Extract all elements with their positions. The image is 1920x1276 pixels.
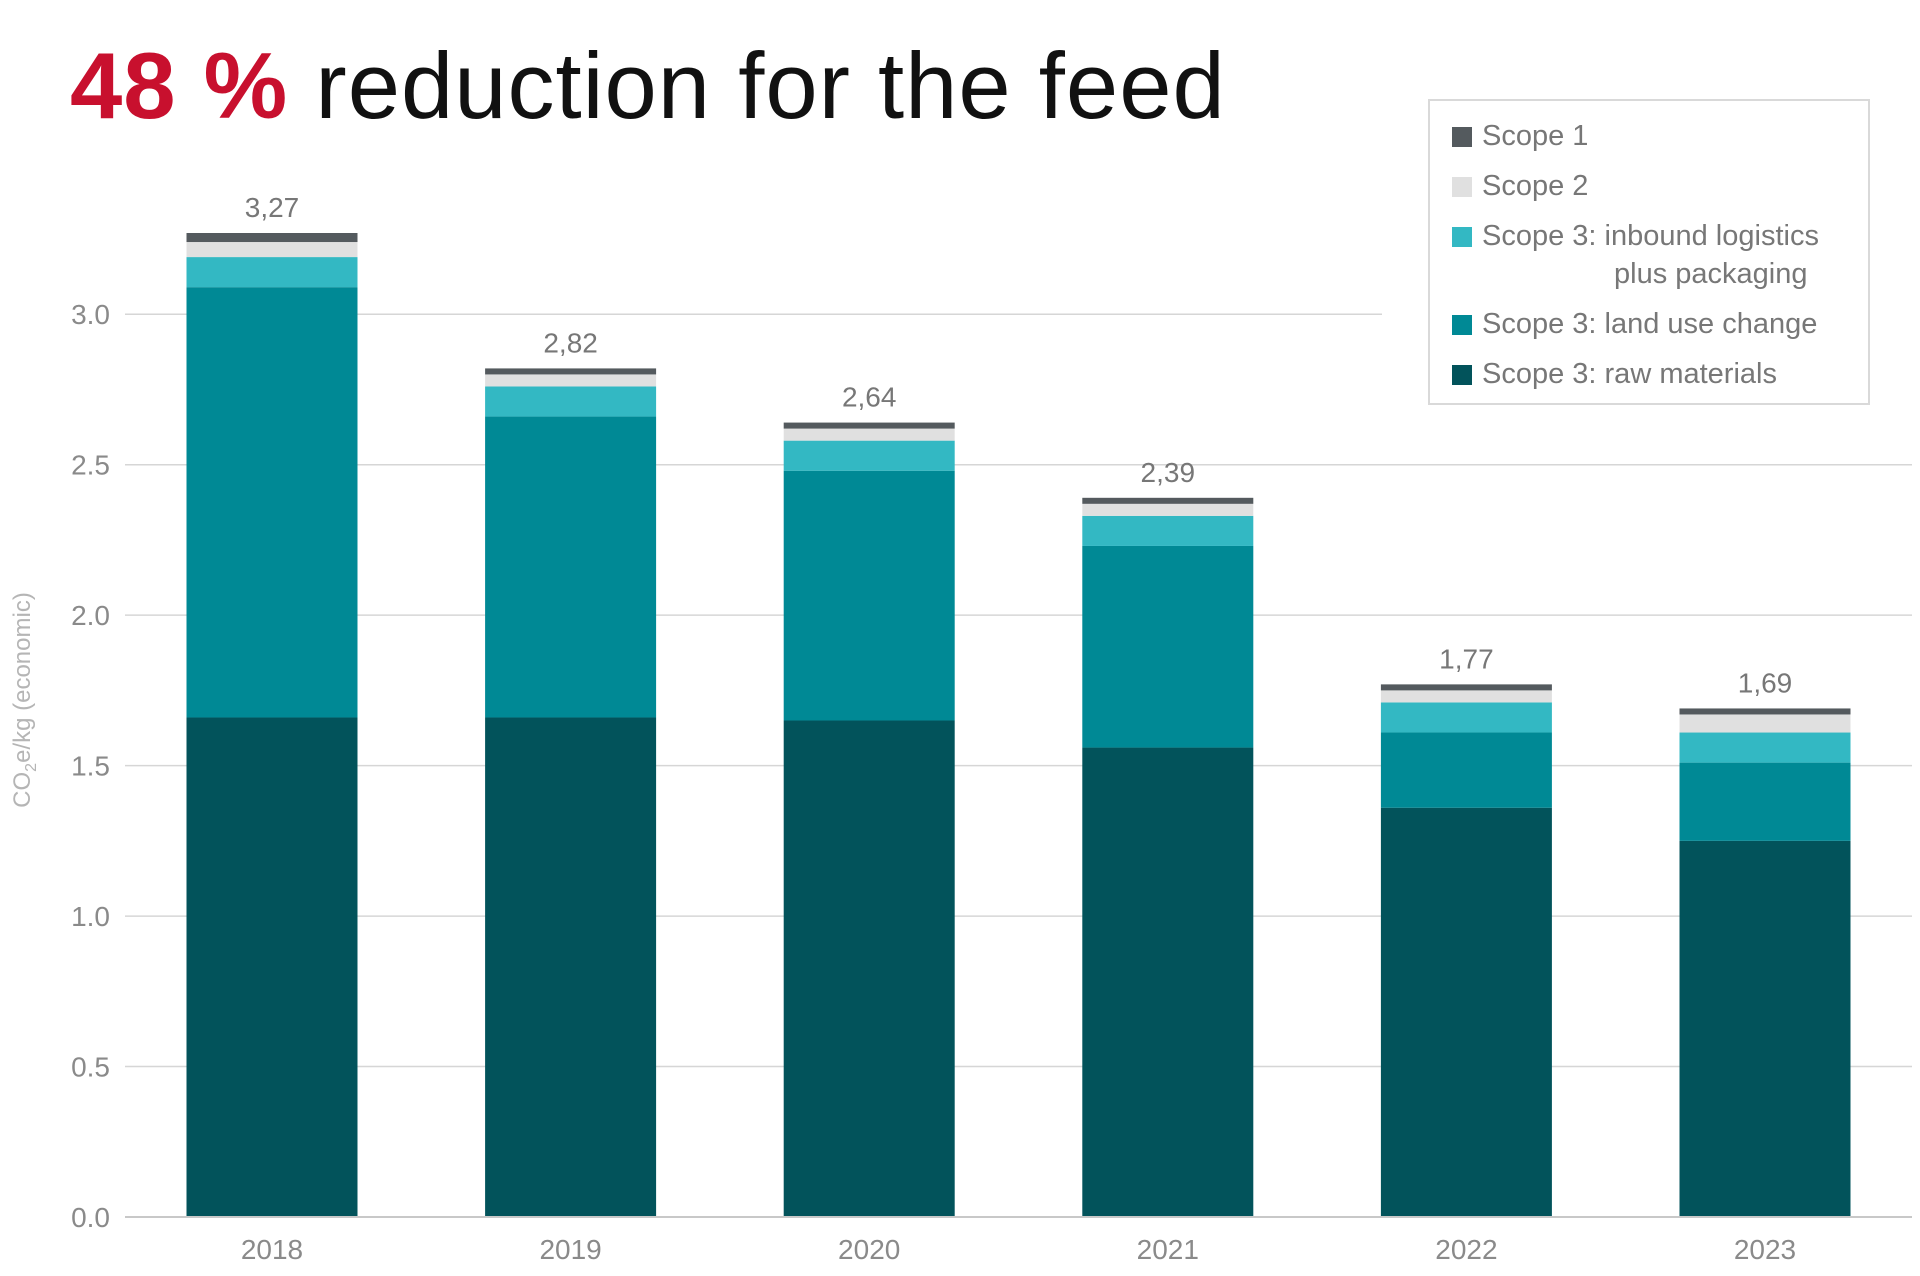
bar-segment-scope-3-raw-materials — [1082, 747, 1254, 1217]
y-axis-label: CO2e/kg (economic) — [9, 592, 40, 808]
legend-swatch — [1452, 315, 1472, 335]
total-label: 2,82 — [543, 327, 598, 358]
legend-label: Scope 2 — [1482, 170, 1589, 202]
y-tick-label: 1.0 — [71, 901, 110, 932]
bar-stack-2022 — [1380, 684, 1552, 1217]
bar-stack-2021 — [1082, 497, 1254, 1217]
bar-segment-scope-3-inbound-logistics-plus-packaging — [485, 386, 657, 417]
x-tick-label: 2018 — [241, 1234, 303, 1265]
bar-segment-scope-3-land-use-change — [1380, 732, 1552, 808]
x-tick-label: 2020 — [838, 1234, 900, 1265]
total-label: 3,27 — [245, 192, 300, 223]
bar-segment-scope-3-inbound-logistics-plus-packaging — [1082, 515, 1254, 546]
bar-segment-scope-3-raw-materials — [1679, 840, 1851, 1217]
legend-swatch — [1452, 365, 1472, 385]
bar-stack-2023 — [1679, 708, 1851, 1217]
total-label: 2,64 — [842, 382, 897, 413]
total-labels: 3,27 2,82 2,64 2,39 1,77 1,69 — [245, 192, 1793, 698]
legend-swatch — [1452, 127, 1472, 147]
legend-label: Scope 3: raw materials — [1482, 358, 1777, 390]
legend-item-scope2: Scope 2 — [1450, 167, 1848, 205]
title-highlight: 48 % — [70, 33, 289, 138]
title-text: reduction for the feed — [315, 33, 1226, 138]
bar-segment-scope-3-inbound-logistics-plus-packaging — [1679, 732, 1851, 763]
bar-segment-scope-3-land-use-change — [1082, 545, 1254, 748]
y-tick-label: 0.5 — [71, 1052, 110, 1083]
y-tick-label: 1.5 — [71, 751, 110, 782]
total-label: 2,39 — [1141, 457, 1196, 488]
bar-segment-scope-2 — [1679, 714, 1851, 733]
bar-segment-scope-3-raw-materials — [485, 717, 657, 1217]
bar-stack-2018 — [186, 233, 358, 1217]
legend-label: Scope 3: land use change — [1482, 308, 1818, 340]
bar-segment-scope-1 — [186, 233, 358, 243]
legend-swatch — [1452, 227, 1472, 247]
legend-item-scope1: Scope 1 — [1450, 117, 1848, 155]
x-axis-ticks: 2018 2019 2020 2021 2022 2023 — [241, 1234, 1796, 1265]
bar-segment-scope-3-inbound-logistics-plus-packaging — [1380, 702, 1552, 733]
bar-segment-scope-3-raw-materials — [1380, 807, 1552, 1217]
bar-segment-scope-3-land-use-change — [186, 287, 358, 718]
y-tick-label: 0.0 — [71, 1202, 110, 1233]
bar-segment-scope-1 — [1380, 684, 1552, 691]
x-tick-label: 2019 — [539, 1234, 601, 1265]
bar-segment-scope-3-inbound-logistics-plus-packaging — [186, 257, 358, 288]
legend-item-scope3-land-use: Scope 3: land use change — [1450, 305, 1848, 343]
bar-segment-scope-2 — [1082, 503, 1254, 516]
y-axis-ticks: 0.0 0.5 1.0 1.5 2.0 2.5 3.0 — [71, 299, 110, 1233]
y-tick-label: 3.0 — [71, 299, 110, 330]
x-tick-label: 2021 — [1137, 1234, 1199, 1265]
legend-swatch — [1452, 177, 1472, 197]
bar-segment-scope-3-raw-materials — [186, 717, 358, 1217]
legend-item-scope3-logistics: Scope 3: inbound logistics plus packaging — [1450, 217, 1848, 293]
legend-item-scope3-raw-materials: Scope 3: raw materials — [1450, 355, 1848, 393]
bar-segment-scope-1 — [485, 368, 657, 375]
y-tick-label: 2.0 — [71, 600, 110, 631]
x-tick-label: 2022 — [1435, 1234, 1497, 1265]
bars — [186, 233, 1851, 1217]
legend-label: Scope 1 — [1482, 120, 1589, 152]
gridlines — [125, 313, 1912, 1068]
bar-segment-scope-1 — [1679, 708, 1851, 715]
bar-segment-scope-3-land-use-change — [1679, 762, 1851, 841]
bar-segment-scope-3-land-use-change — [485, 416, 657, 718]
bar-segment-scope-2 — [1380, 690, 1552, 703]
y-tick-label: 2.5 — [71, 450, 110, 481]
bar-segment-scope-1 — [1082, 497, 1254, 504]
chart-title: 48 % reduction for the feed — [70, 32, 1226, 140]
total-label: 1,77 — [1439, 643, 1494, 674]
x-tick-label: 2023 — [1734, 1234, 1796, 1265]
legend-label: Scope 3: inbound logistics plus packaging — [1482, 220, 1819, 290]
bar-segment-scope-2 — [783, 428, 955, 441]
bar-segment-scope-2 — [485, 374, 657, 387]
bar-stack-2020 — [783, 422, 955, 1217]
legend: Scope 1 Scope 2 Scope 3: inbound logisti… — [1428, 99, 1870, 405]
total-label: 1,69 — [1738, 667, 1793, 698]
bar-segment-scope-2 — [186, 242, 358, 258]
bar-segment-scope-1 — [783, 422, 955, 429]
bar-segment-scope-3-raw-materials — [783, 720, 955, 1217]
bar-segment-scope-3-land-use-change — [783, 470, 955, 721]
bar-segment-scope-3-inbound-logistics-plus-packaging — [783, 440, 955, 471]
bar-stack-2019 — [485, 368, 657, 1217]
